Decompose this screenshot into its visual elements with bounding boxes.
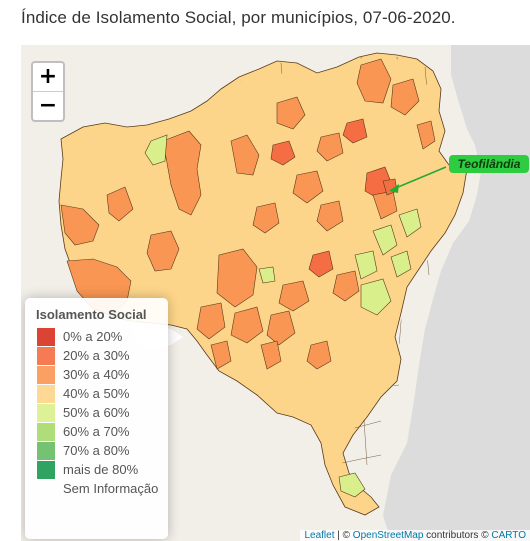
- municipality[interactable]: [230, 306, 264, 344]
- legend-swatch: [37, 404, 55, 422]
- legend-label: 30% a 40%: [63, 367, 130, 382]
- municipality[interactable]: [144, 134, 168, 166]
- legend-swatch: [37, 480, 55, 498]
- municipality[interactable]: [60, 204, 100, 246]
- municipality[interactable]: [266, 310, 296, 346]
- municipality[interactable]: [342, 118, 368, 144]
- municipality[interactable]: [308, 250, 334, 278]
- legend-label: mais de 80%: [63, 462, 139, 477]
- teofilandia-annotation[interactable]: Teofilândia: [389, 155, 529, 193]
- legend-swatch: [37, 366, 55, 384]
- municipality[interactable]: [390, 78, 420, 116]
- legend-swatch: [37, 461, 55, 479]
- municipality[interactable]: [372, 224, 398, 256]
- municipality[interactable]: [276, 96, 306, 130]
- municipality[interactable]: [416, 120, 436, 150]
- annotation-label: Teofilândia: [458, 157, 521, 171]
- legend-label: 70% a 80%: [63, 443, 130, 458]
- municipality[interactable]: [398, 208, 422, 238]
- osm-link[interactable]: OpenStreetMap: [352, 530, 424, 541]
- page-title: Índice de Isolamento Social, por municíp…: [21, 8, 456, 27]
- municipality[interactable]: [252, 202, 280, 234]
- municipality[interactable]: [196, 302, 226, 340]
- legend-label: 50% a 60%: [63, 405, 130, 420]
- leaflet-link[interactable]: Leaflet: [304, 530, 335, 541]
- legend-item: 60% a 70%: [37, 423, 130, 441]
- zoom-out-button[interactable]: −: [33, 91, 63, 120]
- municipality[interactable]: [390, 250, 412, 278]
- carto-link[interactable]: CARTO: [491, 530, 526, 541]
- map-canvas[interactable]: Teofilândia: [21, 45, 530, 541]
- legend-item: 50% a 60%: [37, 404, 130, 422]
- municipality[interactable]: [332, 270, 360, 302]
- legend-label: 20% a 30%: [63, 348, 130, 363]
- legend-item: 20% a 30%: [37, 347, 130, 365]
- municipalities[interactable]: [60, 58, 436, 498]
- municipality[interactable]: [216, 248, 258, 308]
- attr-contrib: contributors ©: [423, 530, 492, 541]
- legend-label: 60% a 70%: [63, 424, 130, 439]
- annotation-arrow: [390, 166, 447, 191]
- annotation-box: [449, 155, 529, 173]
- legend-title: Isolamento Social: [36, 307, 147, 322]
- municipality[interactable]: [278, 280, 310, 312]
- map-container[interactable]: Teofilândia + − Isolamento Social 0% a 2…: [21, 45, 530, 541]
- legend-swatch: [37, 328, 55, 346]
- municipality[interactable]: [306, 340, 332, 370]
- municipality[interactable]: [230, 134, 260, 176]
- map-attribution: Leaflet | © OpenStreetMap contributors ©…: [300, 530, 530, 541]
- legend-label: Sem Informação: [63, 481, 159, 496]
- zoom-in-button[interactable]: +: [38, 64, 58, 89]
- legend-swatch: [37, 423, 55, 441]
- municipality[interactable]: [270, 140, 296, 166]
- legend-swatch: [37, 442, 55, 460]
- legend-item: 30% a 40%: [37, 366, 130, 384]
- municipality[interactable]: [316, 132, 344, 162]
- attr-sep: | ©: [334, 530, 353, 541]
- legend-label: 0% a 20%: [63, 329, 123, 344]
- legend-swatch: [37, 347, 55, 365]
- legend-item: 70% a 80%: [37, 442, 130, 460]
- legend-swatch: [37, 385, 55, 403]
- municipality[interactable]: [338, 472, 366, 498]
- legend-item: 0% a 20%: [37, 328, 122, 346]
- municipality[interactable]: [162, 130, 202, 216]
- legend-item: Sem Informação: [37, 480, 158, 498]
- municipality[interactable]: [146, 230, 180, 272]
- annotation-arrowhead: [389, 184, 399, 193]
- legend-item: 40% a 50%: [37, 385, 130, 403]
- legend-label: 40% a 50%: [63, 386, 130, 401]
- municipality[interactable]: [356, 58, 392, 104]
- municipality[interactable]: [316, 200, 344, 232]
- municipality[interactable]: [260, 340, 282, 370]
- municipality[interactable]: [292, 170, 324, 204]
- legend-item: mais de 80%: [37, 461, 138, 479]
- municipality[interactable]: [360, 278, 392, 316]
- zoom-control: + −: [31, 61, 65, 122]
- legend: Isolamento Social 0% a 20% 20% a 30% 30%…: [25, 298, 168, 539]
- municipality[interactable]: [258, 266, 276, 284]
- municipality[interactable]: [210, 340, 232, 370]
- municipality[interactable]: [106, 186, 134, 222]
- municipality[interactable]: [354, 250, 378, 280]
